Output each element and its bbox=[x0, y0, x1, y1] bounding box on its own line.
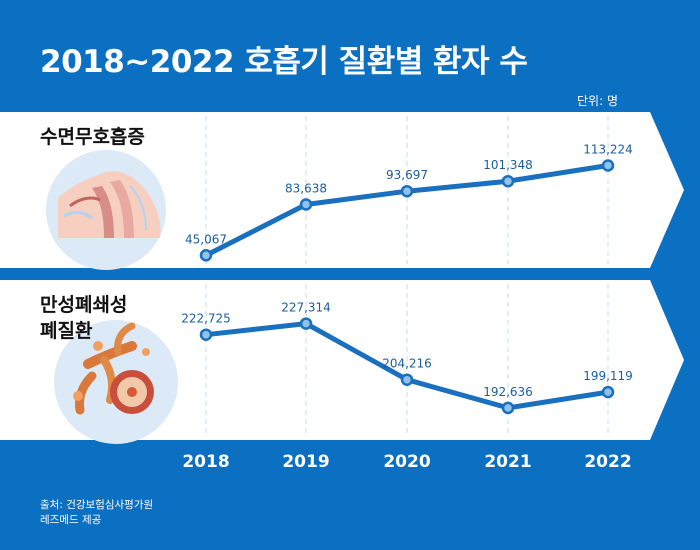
sleep-apnea-airway-illustration bbox=[46, 150, 166, 270]
data-point-copd-2022 bbox=[601, 385, 615, 399]
x-tick-label-2022: 2022 bbox=[584, 452, 632, 472]
data-label-sleep-apnea-2022: 113,224 bbox=[583, 143, 633, 157]
data-point-copd-2021 bbox=[501, 401, 515, 415]
data-label-copd-2018: 222,725 bbox=[181, 312, 231, 326]
data-label-copd-2020: 204,216 bbox=[382, 357, 432, 371]
panel-title-copd-line1: 만성폐쇄성 bbox=[40, 294, 128, 316]
x-tick-label-2018: 2018 bbox=[182, 452, 230, 472]
data-label-sleep-apnea-2019: 83,638 bbox=[285, 182, 327, 196]
data-point-sleep-apnea-2018 bbox=[199, 249, 213, 262]
data-point-copd-2020 bbox=[400, 373, 414, 386]
data-point-copd-2018 bbox=[199, 328, 213, 341]
unit-label: 단위: 명 bbox=[577, 94, 618, 108]
data-point-copd-2019 bbox=[299, 317, 313, 330]
source-note: 출처: 건강보험심사평가원 레즈메드 제공 bbox=[40, 498, 153, 528]
data-label-copd-2019: 227,314 bbox=[281, 301, 331, 315]
data-point-sleep-apnea-2022 bbox=[601, 159, 615, 172]
data-label-sleep-apnea-2020: 93,697 bbox=[386, 168, 428, 182]
data-label-sleep-apnea-2018: 45,067 bbox=[185, 232, 227, 246]
panel-title-copd-line2: 폐질환 bbox=[40, 320, 93, 342]
source-line-1: 출처: 건강보험심사평가원 bbox=[40, 499, 154, 511]
data-label-sleep-apnea-2021: 101,348 bbox=[483, 158, 533, 172]
x-tick-label-2021: 2021 bbox=[484, 452, 532, 472]
data-label-copd-2021: 192,636 bbox=[483, 385, 533, 399]
x-tick-label-2019: 2019 bbox=[282, 452, 330, 472]
data-point-sleep-apnea-2019 bbox=[299, 198, 313, 211]
source-line-2: 레즈메드 제공 bbox=[40, 514, 102, 526]
chart-title: 2018~2022 호흡기 질환별 환자 수 bbox=[40, 44, 528, 80]
lung-bronchi-illustration bbox=[54, 320, 178, 444]
data-point-sleep-apnea-2020 bbox=[400, 184, 414, 198]
data-label-copd-2022: 199,119 bbox=[583, 369, 633, 383]
panel-title-copd: 만성폐쇄성 폐질환 bbox=[40, 292, 127, 344]
x-tick-label-2020: 2020 bbox=[383, 452, 431, 472]
panel-sleep-apnea bbox=[0, 112, 684, 268]
panel-title-sleep-apnea: 수면무호흡증 bbox=[40, 126, 145, 148]
data-point-sleep-apnea-2021 bbox=[501, 174, 515, 188]
